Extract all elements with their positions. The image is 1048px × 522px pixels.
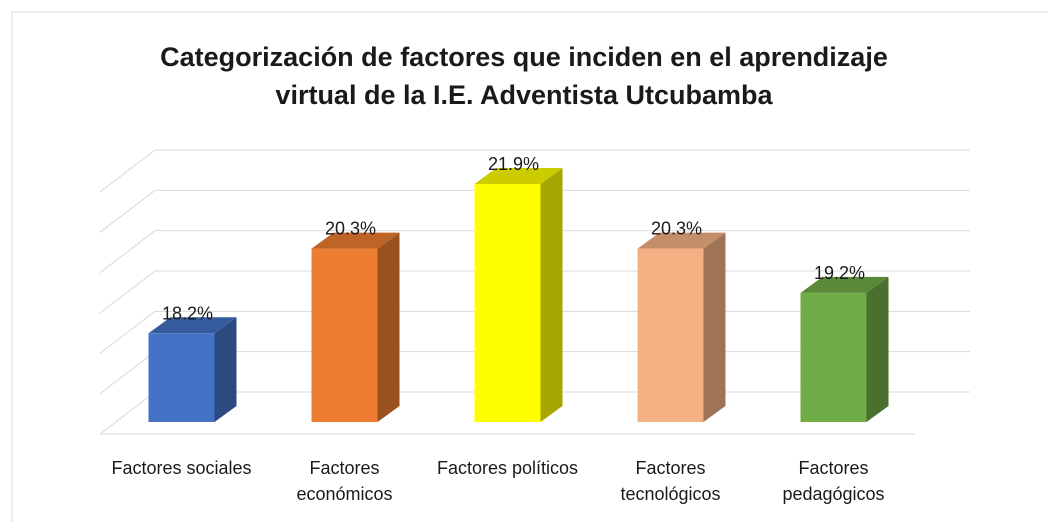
x-tick-label: Factores económicos	[296, 458, 393, 504]
side-grid-line	[99, 230, 156, 274]
bar-side	[866, 276, 889, 422]
bar-top	[311, 232, 400, 249]
side-grid-line	[99, 270, 156, 314]
x-tick-label: Factores políticos	[436, 458, 579, 478]
value-label: 19.2%	[814, 263, 865, 283]
side-grid-line	[99, 351, 156, 395]
x-tick-label: Factores sociales	[111, 458, 252, 478]
x-tick-label: Factores tecnológicos	[620, 458, 721, 504]
bar-side	[214, 317, 237, 422]
side-grid-line	[99, 149, 156, 193]
bar	[311, 248, 378, 422]
value-label: 20.3%	[651, 219, 702, 239]
bar-side	[377, 232, 400, 422]
side-grid-line	[99, 189, 156, 233]
x-tick-label: Factores pedagógicos	[782, 458, 885, 504]
bar-side	[703, 232, 726, 422]
side-grid-line	[99, 310, 156, 354]
bar	[637, 248, 704, 422]
bar	[474, 184, 541, 422]
value-label: 18.2%	[162, 303, 213, 323]
bar-top	[637, 232, 726, 249]
side-grid-line	[99, 391, 156, 435]
value-label: 21.9%	[488, 154, 539, 174]
bar-top	[148, 317, 237, 334]
bar	[800, 292, 867, 422]
bar-side	[540, 168, 563, 422]
bar-top	[474, 168, 563, 185]
value-label: 20.3%	[325, 219, 376, 239]
bar	[148, 333, 215, 422]
chart-title: Categorización de factores que inciden e…	[160, 42, 888, 110]
bar-top	[800, 276, 889, 293]
